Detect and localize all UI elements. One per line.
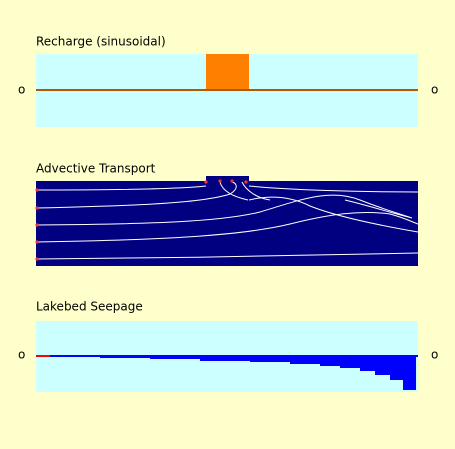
recharge-bar [206,54,249,90]
streamline [35,194,413,226]
tracer [35,257,39,261]
tracers [35,179,248,261]
streamline [35,185,207,191]
panel-title: Recharge (sinusoidal) [36,35,166,49]
tracer [35,223,39,227]
seepage-profile [50,356,416,390]
streamline [248,185,419,193]
left-label: o [18,83,25,97]
tracer [204,180,208,184]
streamline [241,181,271,201]
right-label: o [431,348,438,362]
panel-title: Advective Transport [36,162,156,176]
tracer [35,188,39,192]
aquifer [36,181,418,266]
streamline [35,181,237,209]
right-label: o [431,83,438,97]
seepage-outflow [36,355,50,357]
tracer [230,179,234,183]
panel-title: Lakebed Seepage [36,300,143,314]
streamline [35,252,419,260]
streamline [35,211,419,243]
tracer [35,240,39,244]
streamlines [35,181,419,260]
tracer [244,180,248,184]
baseline [50,355,418,357]
tracer [218,179,222,183]
tracer [35,206,39,210]
streamline [248,196,419,233]
streamline [219,181,249,201]
lake-tab [206,176,249,184]
baseline [36,89,418,91]
left-label: o [18,348,25,362]
